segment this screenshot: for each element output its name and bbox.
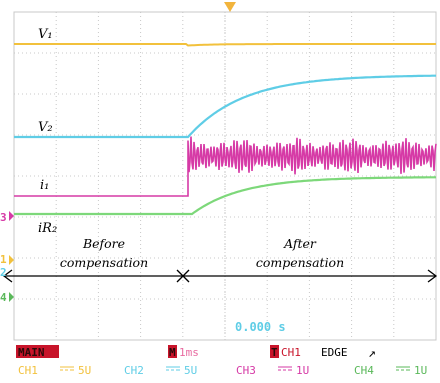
label-v1: V₁ bbox=[38, 27, 53, 42]
dc-coupling-icon bbox=[166, 366, 180, 371]
channel-marker-2[interactable]: 2 bbox=[0, 266, 7, 279]
svg-text:CH1: CH1 bbox=[18, 364, 38, 377]
svg-text:1: 1 bbox=[0, 253, 7, 266]
ch1-scale[interactable]: CH1 5U bbox=[18, 364, 91, 377]
svg-text:5U: 5U bbox=[184, 364, 197, 377]
waveform-v1 bbox=[14, 43, 436, 47]
svg-text:5U: 5U bbox=[78, 364, 91, 377]
trigger-type[interactable]: EDGE bbox=[321, 346, 348, 359]
dc-coupling-icon bbox=[396, 366, 410, 371]
svg-text:3: 3 bbox=[0, 211, 7, 224]
label-v2: V₂ bbox=[38, 120, 53, 135]
svg-text:2: 2 bbox=[0, 266, 7, 279]
before-label-line2: compensation bbox=[60, 255, 148, 270]
trigger-source[interactable]: CH1 bbox=[281, 346, 301, 359]
main-badge-bg bbox=[16, 345, 59, 358]
channel-marker-3[interactable]: 3 bbox=[0, 211, 14, 224]
timebase-value[interactable]: 1ms bbox=[179, 346, 199, 359]
channel-marker-1[interactable]: 1 bbox=[0, 253, 14, 266]
label-ir2: iR₂ bbox=[38, 221, 57, 236]
timebase-tag: M bbox=[169, 346, 176, 359]
timebase-tag-bg bbox=[168, 345, 177, 358]
trigger-position-marker bbox=[224, 2, 236, 12]
time-readout: 0.000 s bbox=[235, 320, 286, 334]
graticule-grid bbox=[13, 11, 437, 341]
ch4-scale[interactable]: CH4 1U bbox=[354, 364, 427, 377]
main-badge[interactable]: MAIN bbox=[18, 346, 45, 359]
trigger-tag: T bbox=[271, 346, 278, 359]
trigger-slope-icon[interactable]: ↗ bbox=[368, 346, 376, 361]
after-label-line1: After bbox=[283, 236, 317, 251]
svg-text:CH3: CH3 bbox=[236, 364, 256, 377]
after-label-line2: compensation bbox=[256, 255, 344, 270]
svg-text:4: 4 bbox=[0, 291, 7, 304]
transition-marker-x bbox=[176, 269, 190, 283]
before-label-line1: Before bbox=[82, 236, 125, 251]
grid-border bbox=[13, 11, 437, 341]
dc-coupling-icon bbox=[60, 366, 74, 371]
waveform-i1 bbox=[14, 136, 437, 197]
waveform-ir2 bbox=[14, 176, 436, 216]
waveform-v2 bbox=[14, 74, 436, 139]
after-compensation-arrow bbox=[183, 269, 438, 283]
ch3-scale[interactable]: CH3 1U bbox=[236, 364, 309, 377]
svg-text:1U: 1U bbox=[296, 364, 309, 377]
svg-text:CH2: CH2 bbox=[124, 364, 144, 377]
dc-coupling-icon bbox=[278, 366, 292, 371]
channel-marker-4[interactable]: 4 bbox=[0, 291, 14, 304]
svg-text:1U: 1U bbox=[414, 364, 427, 377]
svg-text:CH4: CH4 bbox=[354, 364, 374, 377]
label-i1: i₁ bbox=[40, 178, 49, 193]
before-compensation-arrow bbox=[2, 269, 183, 283]
ch2-scale[interactable]: CH2 5U bbox=[124, 364, 197, 377]
trigger-tag-bg bbox=[270, 345, 279, 358]
